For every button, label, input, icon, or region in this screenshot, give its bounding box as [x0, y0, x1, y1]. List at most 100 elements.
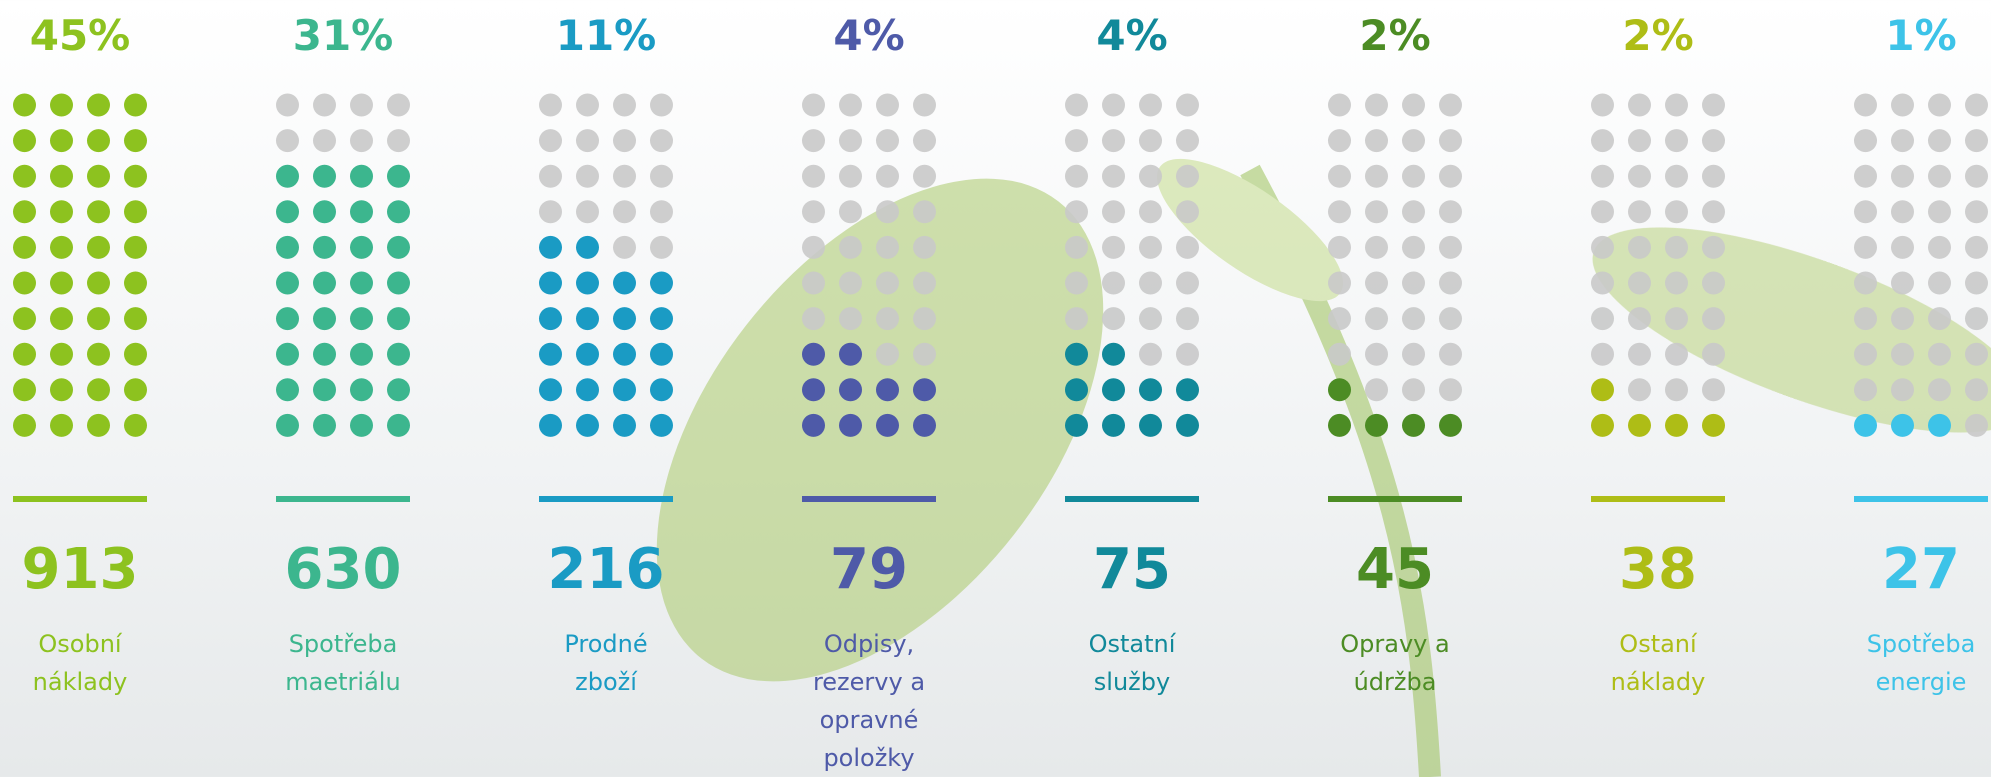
empty-dot [1702, 343, 1725, 366]
empty-dot [1591, 165, 1614, 188]
filled-dot [576, 236, 599, 259]
empty-dot [1965, 200, 1988, 223]
empty-dot [839, 200, 862, 223]
empty-dot [1328, 236, 1351, 259]
empty-dot [539, 94, 562, 117]
empty-dot [1365, 94, 1388, 117]
filled-dot [387, 272, 410, 295]
filled-dot [1439, 414, 1462, 437]
empty-dot [576, 165, 599, 188]
filled-dot [387, 307, 410, 330]
empty-dot [1402, 343, 1425, 366]
filled-dot [350, 307, 373, 330]
empty-dot [1591, 200, 1614, 223]
filled-dot [124, 378, 147, 401]
filled-dot [87, 165, 110, 188]
empty-dot [539, 200, 562, 223]
filled-dot [1402, 414, 1425, 437]
empty-dot [1402, 200, 1425, 223]
category-label: Ostatní služby [1057, 625, 1207, 701]
empty-dot [913, 94, 936, 117]
empty-dot [1402, 307, 1425, 330]
filled-dot [1176, 414, 1199, 437]
filled-dot [1065, 378, 1088, 401]
empty-dot [650, 165, 673, 188]
dot-column [539, 94, 673, 437]
empty-dot [1102, 200, 1125, 223]
filled-dot [1628, 414, 1651, 437]
empty-dot [913, 200, 936, 223]
empty-dot [1139, 236, 1162, 259]
filled-dot [313, 272, 336, 295]
filled-dot [313, 200, 336, 223]
filled-dot [276, 343, 299, 366]
filled-dot [13, 343, 36, 366]
filled-dot [539, 272, 562, 295]
filled-dot [124, 94, 147, 117]
filled-dot [276, 378, 299, 401]
filled-dot [387, 343, 410, 366]
filled-dot [124, 200, 147, 223]
filled-dot [839, 414, 862, 437]
filled-dot [839, 343, 862, 366]
empty-dot [876, 343, 899, 366]
category-label: Opravy a údržba [1320, 625, 1470, 701]
empty-dot [1928, 200, 1951, 223]
empty-dot [1665, 378, 1688, 401]
empty-dot [313, 94, 336, 117]
empty-dot [1176, 94, 1199, 117]
empty-dot [1891, 272, 1914, 295]
empty-dot [913, 343, 936, 366]
empty-dot [913, 236, 936, 259]
amount: 27 [1882, 537, 1960, 602]
filled-dot [576, 414, 599, 437]
filled-dot [87, 343, 110, 366]
empty-dot [1365, 378, 1388, 401]
empty-dot [1891, 165, 1914, 188]
empty-dot [1365, 236, 1388, 259]
filled-dot [124, 129, 147, 152]
filled-dot [613, 414, 636, 437]
amount: 79 [830, 537, 908, 602]
empty-dot [1702, 236, 1725, 259]
empty-dot [1139, 272, 1162, 295]
empty-dot [1439, 343, 1462, 366]
percent-label: 45% [30, 11, 131, 60]
filled-dot [650, 272, 673, 295]
filled-dot [1139, 378, 1162, 401]
empty-dot [1854, 200, 1877, 223]
empty-dot [387, 129, 410, 152]
empty-dot [1628, 307, 1651, 330]
filled-dot [650, 378, 673, 401]
filled-dot [50, 94, 73, 117]
empty-dot [1365, 129, 1388, 152]
filled-dot [387, 414, 410, 437]
empty-dot [1365, 272, 1388, 295]
empty-dot [1702, 129, 1725, 152]
empty-dot [876, 236, 899, 259]
empty-dot [1854, 343, 1877, 366]
empty-dot [1891, 94, 1914, 117]
filled-dot [87, 236, 110, 259]
empty-dot [1965, 343, 1988, 366]
empty-dot [613, 200, 636, 223]
filled-dot [613, 378, 636, 401]
filled-dot [313, 236, 336, 259]
empty-dot [650, 200, 673, 223]
filled-dot [313, 165, 336, 188]
filled-dot [387, 236, 410, 259]
filled-dot [276, 307, 299, 330]
filled-dot [50, 165, 73, 188]
empty-dot [1665, 343, 1688, 366]
empty-dot [876, 200, 899, 223]
empty-dot [1402, 129, 1425, 152]
empty-dot [1928, 307, 1951, 330]
empty-dot [1854, 129, 1877, 152]
filled-dot [50, 129, 73, 152]
empty-dot [1628, 94, 1651, 117]
empty-dot [539, 129, 562, 152]
empty-dot [1702, 307, 1725, 330]
filled-dot [802, 343, 825, 366]
filled-dot [350, 378, 373, 401]
filled-dot [13, 94, 36, 117]
